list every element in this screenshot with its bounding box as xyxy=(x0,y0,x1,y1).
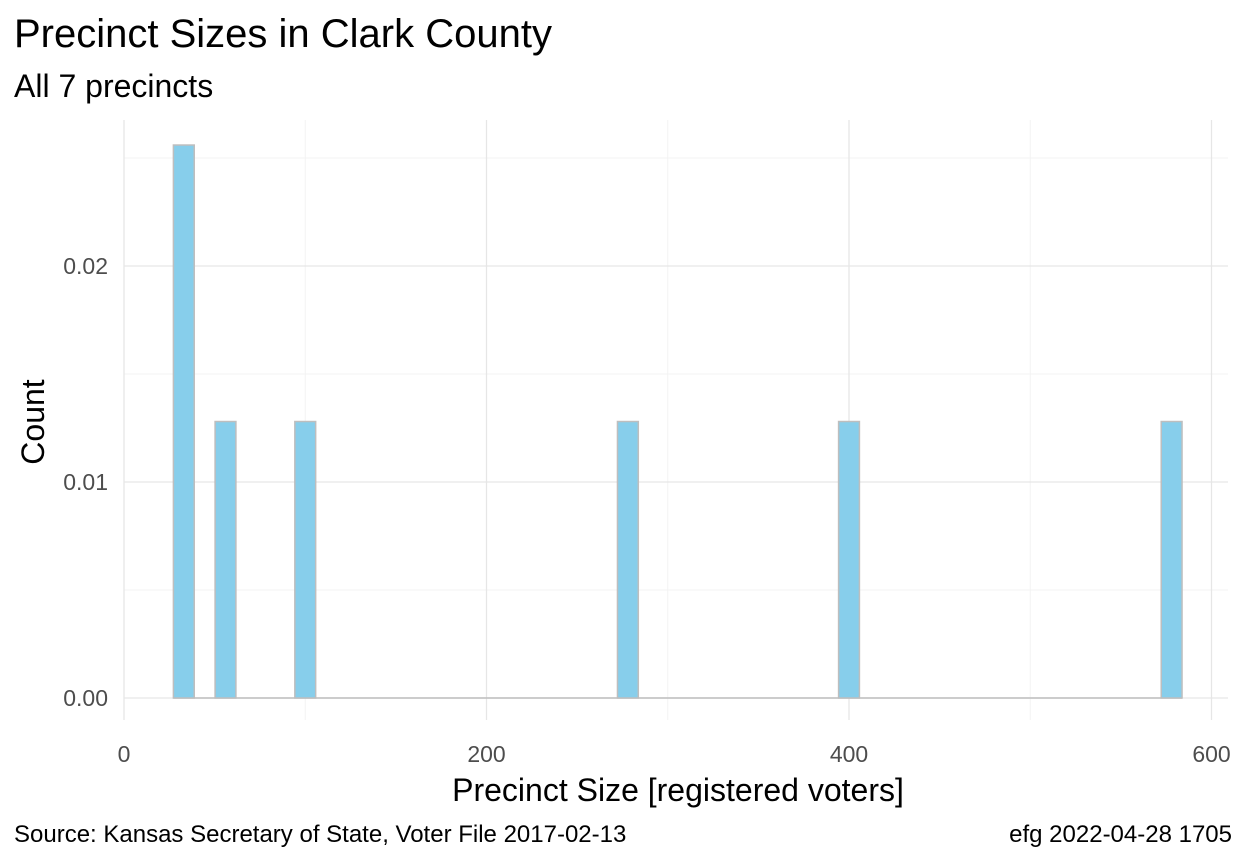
x-axis-title: Precinct Size [registered voters] xyxy=(452,772,904,808)
y-axis-tick-labels: 0.00 0.01 0.02 xyxy=(63,253,108,711)
y-axis-title: Count xyxy=(15,379,51,465)
x-tick-label: 600 xyxy=(1192,741,1230,767)
x-tick-label: 400 xyxy=(830,741,868,767)
x-tick-label: 0 xyxy=(118,741,131,767)
grid-minor xyxy=(124,120,1228,720)
histogram-bar xyxy=(616,420,640,699)
y-tick-label: 0.01 xyxy=(63,469,108,495)
bars xyxy=(172,144,1183,699)
y-tick-label: 0.00 xyxy=(63,685,108,711)
x-tick-label: 200 xyxy=(467,741,505,767)
grid-major xyxy=(123,120,1228,720)
histogram-bar xyxy=(214,420,237,699)
chart-title: Precinct Sizes in Clark County xyxy=(14,12,552,56)
histogram-bar xyxy=(294,420,317,699)
source-caption: Source: Kansas Secretary of State, Voter… xyxy=(14,821,627,848)
histogram-bar xyxy=(837,420,861,699)
chart-subtitle: All 7 precincts xyxy=(14,68,214,104)
author-caption: efg 2022-04-28 1705 xyxy=(1009,821,1232,848)
y-tick-label: 0.02 xyxy=(63,253,108,279)
histogram-bar xyxy=(1160,420,1183,699)
histogram-bar xyxy=(172,144,195,699)
x-axis-tick-labels: 0 200 400 600 xyxy=(118,741,1231,767)
